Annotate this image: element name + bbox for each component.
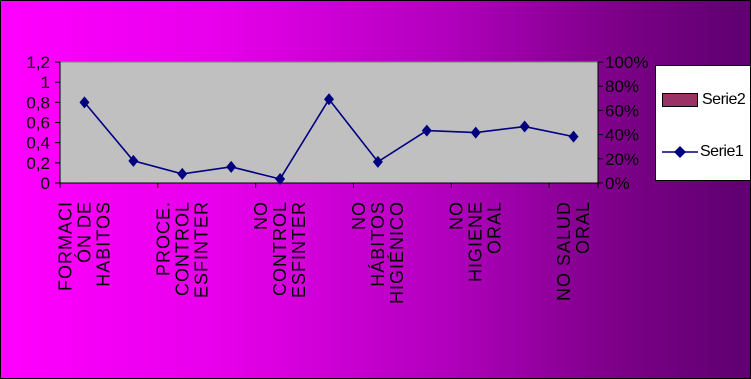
x-category-label: NO bbox=[447, 201, 467, 230]
legend-swatch-serie1 bbox=[662, 146, 698, 158]
x-category-label: CONTROL bbox=[270, 201, 290, 296]
left-tick-label: 1,2 bbox=[26, 53, 50, 72]
plot-area bbox=[59, 61, 599, 184]
left-tick-label: 0,6 bbox=[26, 114, 50, 133]
right-tick-label: 100% bbox=[605, 53, 648, 72]
left-y-axis: 00,20,40,6 0,811,2 bbox=[26, 53, 61, 193]
x-category-label: ESFINTER bbox=[191, 201, 211, 298]
series1-line bbox=[79, 93, 579, 185]
legend-swatch-serie2 bbox=[662, 93, 698, 107]
left-tick-label: 0,4 bbox=[26, 134, 50, 153]
right-tick-label: 40% bbox=[605, 126, 639, 145]
legend-item-serie1: Serie1 bbox=[662, 142, 744, 162]
x-category-label: PROCE. bbox=[153, 201, 173, 276]
x-category-label: FORMACI bbox=[55, 201, 75, 291]
series1-point bbox=[519, 120, 530, 133]
x-category-label: HIGIÉNICO bbox=[387, 201, 407, 304]
series1-point bbox=[177, 167, 188, 180]
right-y-axis: 0% 20% 40% 60% 80% 100% bbox=[597, 53, 648, 193]
right-tick-label: 20% bbox=[605, 150, 639, 169]
x-category-label: NO bbox=[251, 201, 271, 230]
series1-point bbox=[568, 130, 579, 143]
left-tick-label: 0,8 bbox=[26, 93, 50, 112]
series1-point bbox=[372, 155, 383, 168]
x-category-label: NO SALUD bbox=[554, 201, 574, 301]
legend-label-serie1: Serie1 bbox=[700, 143, 744, 160]
x-category-label: CONTROL bbox=[172, 201, 192, 296]
series1-point bbox=[470, 126, 481, 139]
right-tick-label: 0% bbox=[605, 174, 630, 193]
legend-label-serie2: Serie2 bbox=[702, 91, 746, 108]
series1-point bbox=[128, 154, 139, 167]
right-tick-label: 80% bbox=[605, 77, 639, 96]
x-category-label: ÓN DE bbox=[73, 201, 94, 263]
legend: Serie2 Serie1 bbox=[655, 65, 750, 181]
legend-item-serie2: Serie2 bbox=[662, 90, 746, 110]
series1-point bbox=[275, 172, 286, 185]
series1-point bbox=[226, 160, 237, 173]
series1-point bbox=[324, 93, 334, 106]
left-tick-label: 1 bbox=[41, 73, 50, 92]
x-category-label: HABITOS bbox=[93, 201, 113, 287]
x-category-label: ORAL bbox=[573, 201, 593, 254]
x-category-label: NO bbox=[349, 201, 369, 230]
x-category-label: ORAL bbox=[485, 201, 505, 254]
left-tick-label: 0 bbox=[41, 174, 50, 193]
series1-point bbox=[421, 124, 432, 137]
right-tick-label: 60% bbox=[605, 101, 639, 120]
series1-point bbox=[79, 96, 90, 109]
x-category-label: HIGIENE bbox=[466, 201, 486, 282]
left-tick-label: 0,2 bbox=[26, 154, 50, 173]
x-category-label: HÁBITOS bbox=[368, 201, 388, 287]
x-category-label: ESFINTER bbox=[289, 201, 309, 298]
x-axis: FORMACI ÓN DE HABITOS PROCE. CONTROL ESFINTER… bbox=[55, 182, 599, 304]
